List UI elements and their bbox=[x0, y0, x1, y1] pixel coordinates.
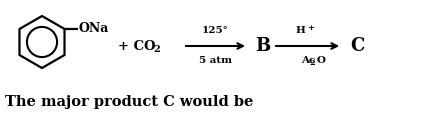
Text: The major product C would be: The major product C would be bbox=[5, 95, 253, 109]
Text: H: H bbox=[296, 26, 305, 35]
Text: 2: 2 bbox=[310, 59, 315, 67]
Text: +: + bbox=[307, 24, 314, 32]
Text: Ac: Ac bbox=[301, 56, 316, 65]
Text: 125°: 125° bbox=[202, 26, 229, 35]
Text: 2: 2 bbox=[153, 46, 160, 54]
Text: 5 atm: 5 atm bbox=[199, 56, 232, 65]
Text: O: O bbox=[316, 56, 326, 65]
Text: C: C bbox=[350, 37, 364, 55]
Text: ONa: ONa bbox=[78, 23, 109, 36]
Text: B: B bbox=[255, 37, 270, 55]
Text: + CO: + CO bbox=[118, 39, 156, 53]
